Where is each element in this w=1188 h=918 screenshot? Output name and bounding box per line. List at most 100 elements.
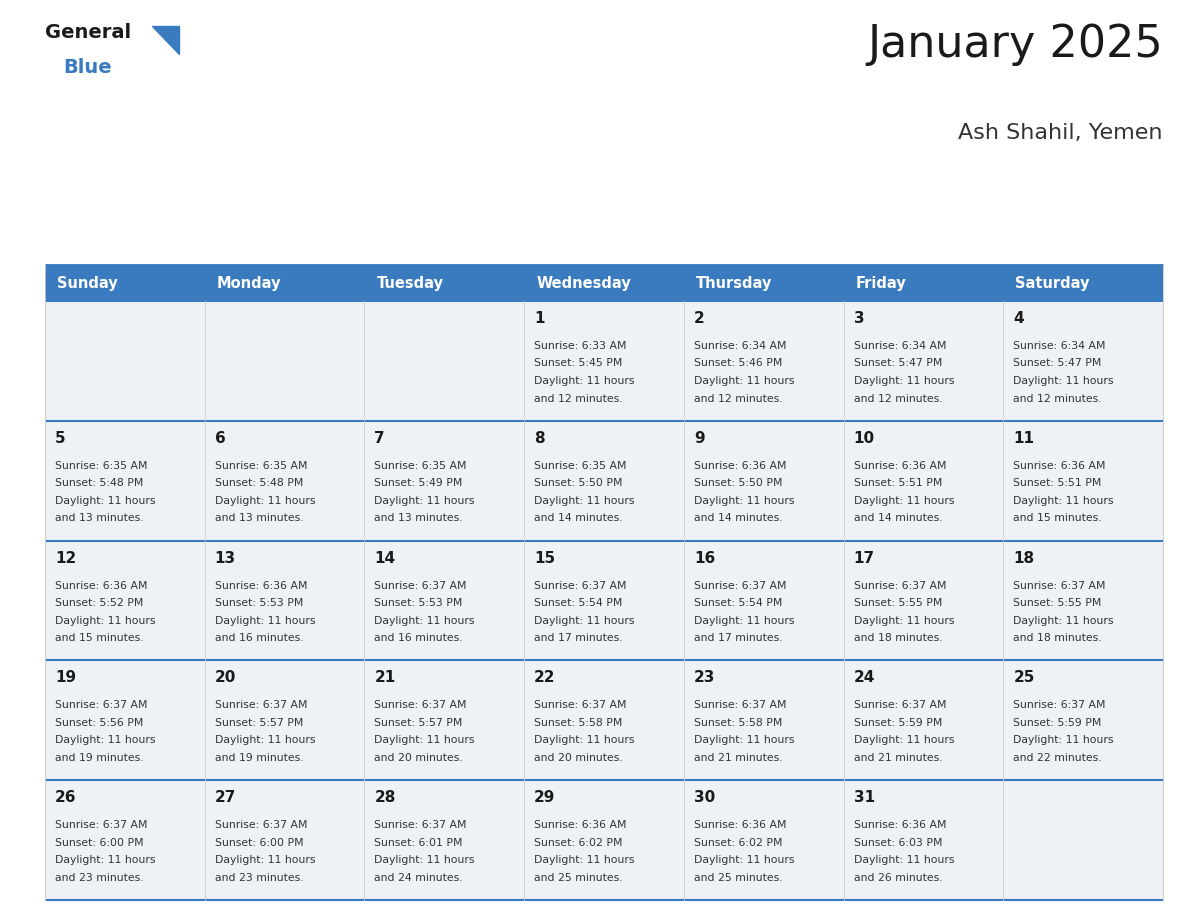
Text: and 13 minutes.: and 13 minutes.: [215, 513, 303, 523]
Text: Sunrise: 6:37 AM: Sunrise: 6:37 AM: [535, 580, 626, 590]
Text: and 16 minutes.: and 16 minutes.: [374, 633, 463, 644]
Bar: [684, 780, 843, 900]
Text: and 14 minutes.: and 14 minutes.: [853, 513, 942, 523]
Bar: [365, 301, 524, 420]
Text: 22: 22: [535, 670, 556, 686]
Bar: [365, 660, 524, 780]
Text: Daylight: 11 hours: Daylight: 11 hours: [215, 496, 315, 506]
Text: Daylight: 11 hours: Daylight: 11 hours: [535, 735, 634, 745]
Text: Daylight: 11 hours: Daylight: 11 hours: [853, 735, 954, 745]
Text: Daylight: 11 hours: Daylight: 11 hours: [853, 856, 954, 865]
Text: and 25 minutes.: and 25 minutes.: [694, 873, 783, 883]
Bar: [45, 541, 204, 660]
Text: and 19 minutes.: and 19 minutes.: [55, 753, 144, 763]
Text: Sunset: 5:50 PM: Sunset: 5:50 PM: [694, 478, 783, 488]
Bar: [843, 265, 1004, 301]
Text: and 20 minutes.: and 20 minutes.: [535, 753, 623, 763]
Text: Sunrise: 6:37 AM: Sunrise: 6:37 AM: [535, 700, 626, 711]
Text: and 24 minutes.: and 24 minutes.: [374, 873, 463, 883]
Text: Sunrise: 6:36 AM: Sunrise: 6:36 AM: [55, 580, 147, 590]
Bar: [45, 660, 204, 780]
Text: Daylight: 11 hours: Daylight: 11 hours: [215, 616, 315, 625]
Text: and 15 minutes.: and 15 minutes.: [1013, 513, 1102, 523]
Text: Sunset: 6:02 PM: Sunset: 6:02 PM: [694, 838, 783, 847]
Bar: [843, 541, 1004, 660]
Text: Sunrise: 6:34 AM: Sunrise: 6:34 AM: [853, 341, 946, 351]
Text: Sunset: 6:03 PM: Sunset: 6:03 PM: [853, 838, 942, 847]
Text: 29: 29: [535, 790, 556, 805]
Text: Daylight: 11 hours: Daylight: 11 hours: [1013, 376, 1114, 386]
Bar: [524, 420, 684, 541]
Text: Sunset: 5:54 PM: Sunset: 5:54 PM: [535, 599, 623, 608]
Text: Daylight: 11 hours: Daylight: 11 hours: [55, 735, 156, 745]
Bar: [684, 541, 843, 660]
Bar: [684, 420, 843, 541]
Text: Daylight: 11 hours: Daylight: 11 hours: [55, 616, 156, 625]
Text: and 12 minutes.: and 12 minutes.: [694, 394, 783, 404]
Bar: [524, 301, 684, 420]
Bar: [365, 780, 524, 900]
Text: Sunrise: 6:33 AM: Sunrise: 6:33 AM: [535, 341, 626, 351]
Text: 5: 5: [55, 431, 65, 446]
Text: Daylight: 11 hours: Daylight: 11 hours: [374, 496, 475, 506]
Text: Sunset: 5:51 PM: Sunset: 5:51 PM: [853, 478, 942, 488]
Text: Daylight: 11 hours: Daylight: 11 hours: [1013, 735, 1114, 745]
Text: Daylight: 11 hours: Daylight: 11 hours: [853, 616, 954, 625]
Text: and 21 minutes.: and 21 minutes.: [694, 753, 783, 763]
Text: Sunrise: 6:37 AM: Sunrise: 6:37 AM: [853, 580, 946, 590]
Text: 11: 11: [1013, 431, 1035, 446]
Text: Saturday: Saturday: [1016, 275, 1089, 290]
Text: 30: 30: [694, 790, 715, 805]
Bar: [204, 420, 365, 541]
Text: Daylight: 11 hours: Daylight: 11 hours: [1013, 496, 1114, 506]
Text: Sunset: 5:58 PM: Sunset: 5:58 PM: [694, 718, 782, 728]
Text: Ash Shahil, Yemen: Ash Shahil, Yemen: [959, 123, 1163, 143]
Text: 31: 31: [853, 790, 874, 805]
Bar: [684, 301, 843, 420]
Bar: [1004, 420, 1163, 541]
Text: Sunrise: 6:37 AM: Sunrise: 6:37 AM: [694, 580, 786, 590]
Bar: [204, 660, 365, 780]
Text: Sunrise: 6:37 AM: Sunrise: 6:37 AM: [374, 580, 467, 590]
Text: Daylight: 11 hours: Daylight: 11 hours: [535, 856, 634, 865]
Text: Sunrise: 6:37 AM: Sunrise: 6:37 AM: [374, 700, 467, 711]
Text: Sunset: 5:47 PM: Sunset: 5:47 PM: [853, 359, 942, 368]
Text: Friday: Friday: [855, 275, 906, 290]
Text: 27: 27: [215, 790, 236, 805]
Text: Sunrise: 6:37 AM: Sunrise: 6:37 AM: [55, 700, 147, 711]
Text: Monday: Monday: [216, 275, 282, 290]
Text: Sunset: 5:51 PM: Sunset: 5:51 PM: [1013, 478, 1101, 488]
Bar: [204, 780, 365, 900]
Text: Daylight: 11 hours: Daylight: 11 hours: [535, 496, 634, 506]
Text: Sunrise: 6:37 AM: Sunrise: 6:37 AM: [215, 700, 308, 711]
Text: Sunrise: 6:35 AM: Sunrise: 6:35 AM: [215, 461, 308, 471]
Bar: [1004, 265, 1163, 301]
Bar: [843, 660, 1004, 780]
Text: January 2025: January 2025: [867, 23, 1163, 66]
Bar: [365, 541, 524, 660]
Text: Thursday: Thursday: [696, 275, 772, 290]
Text: Sunset: 5:57 PM: Sunset: 5:57 PM: [215, 718, 303, 728]
Text: 6: 6: [215, 431, 226, 446]
Text: and 17 minutes.: and 17 minutes.: [694, 633, 783, 644]
Text: Sunset: 5:49 PM: Sunset: 5:49 PM: [374, 478, 463, 488]
Text: Sunrise: 6:35 AM: Sunrise: 6:35 AM: [535, 461, 626, 471]
Text: Sunrise: 6:36 AM: Sunrise: 6:36 AM: [535, 820, 626, 830]
Text: 3: 3: [853, 311, 864, 326]
Text: 12: 12: [55, 551, 76, 565]
Text: Sunset: 5:47 PM: Sunset: 5:47 PM: [1013, 359, 1101, 368]
Text: and 16 minutes.: and 16 minutes.: [215, 633, 303, 644]
Bar: [524, 780, 684, 900]
Text: 17: 17: [853, 551, 874, 565]
Text: and 20 minutes.: and 20 minutes.: [374, 753, 463, 763]
Text: Daylight: 11 hours: Daylight: 11 hours: [374, 856, 475, 865]
Text: Sunrise: 6:37 AM: Sunrise: 6:37 AM: [374, 820, 467, 830]
Text: Sunrise: 6:36 AM: Sunrise: 6:36 AM: [694, 461, 786, 471]
Text: 26: 26: [55, 790, 76, 805]
Text: Sunset: 6:00 PM: Sunset: 6:00 PM: [215, 838, 303, 847]
Bar: [524, 660, 684, 780]
Text: 28: 28: [374, 790, 396, 805]
Text: 21: 21: [374, 670, 396, 686]
Bar: [843, 420, 1004, 541]
Bar: [365, 420, 524, 541]
